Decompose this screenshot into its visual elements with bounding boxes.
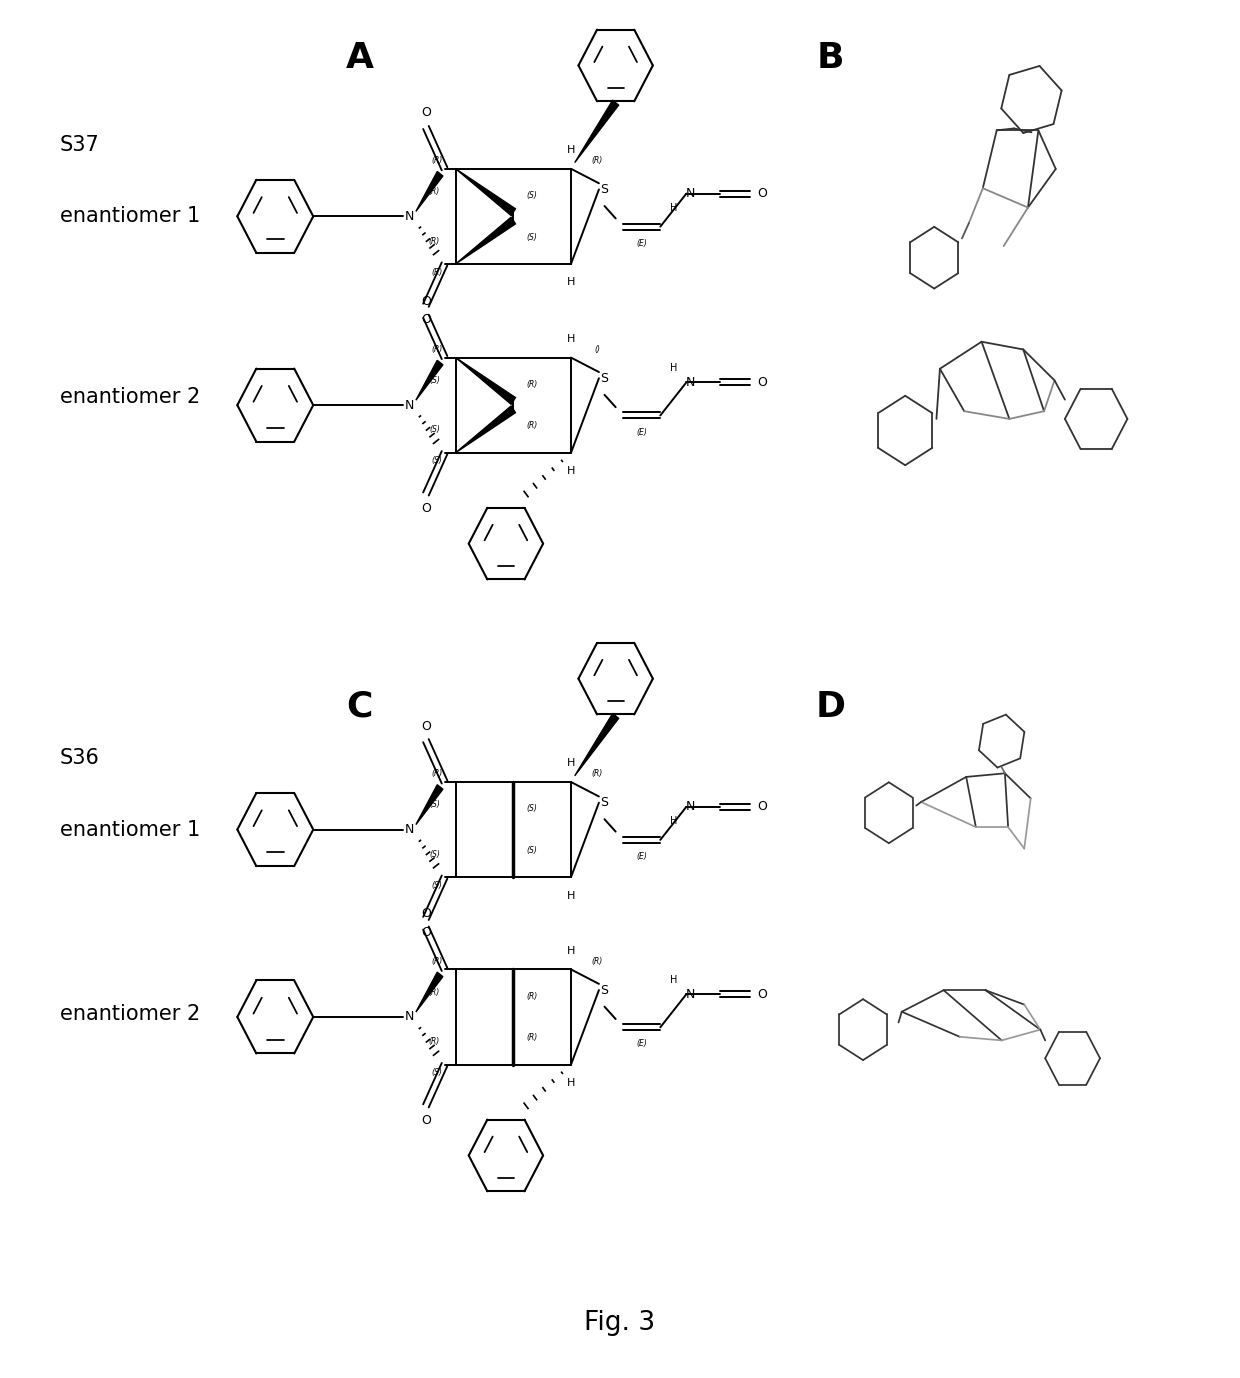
- Text: enantiomer 2: enantiomer 2: [60, 387, 200, 407]
- Text: H: H: [567, 1078, 575, 1089]
- Text: O: O: [422, 1113, 430, 1127]
- Text: (R): (R): [429, 237, 440, 245]
- Text: O: O: [422, 907, 430, 921]
- Text: H: H: [567, 758, 575, 769]
- Text: N: N: [404, 209, 414, 223]
- Polygon shape: [575, 101, 619, 163]
- Text: A: A: [346, 41, 373, 74]
- Text: O: O: [422, 926, 430, 940]
- Text: (R): (R): [432, 956, 443, 966]
- Text: (S): (S): [527, 805, 537, 813]
- Text: (S): (S): [432, 881, 443, 890]
- Text: (E): (E): [636, 852, 647, 861]
- Polygon shape: [456, 218, 516, 265]
- Text: (): (): [594, 344, 600, 354]
- Polygon shape: [456, 407, 516, 452]
- Text: enantiomer 1: enantiomer 1: [60, 820, 200, 839]
- Text: O: O: [422, 502, 430, 515]
- Text: (R): (R): [432, 156, 443, 165]
- Text: (R): (R): [429, 187, 440, 196]
- Text: H: H: [567, 333, 575, 344]
- Polygon shape: [415, 971, 443, 1011]
- Text: O: O: [422, 106, 430, 120]
- Text: H: H: [567, 145, 575, 156]
- Text: S: S: [600, 796, 609, 809]
- Text: (E): (E): [636, 427, 647, 437]
- Text: S37: S37: [60, 135, 99, 154]
- Text: (S): (S): [432, 1068, 443, 1078]
- Text: (R): (R): [526, 422, 538, 430]
- Text: N: N: [686, 187, 694, 200]
- Polygon shape: [415, 784, 443, 824]
- Text: H: H: [670, 974, 677, 985]
- Text: D: D: [816, 690, 846, 723]
- Text: (R): (R): [432, 344, 443, 354]
- Polygon shape: [415, 360, 443, 400]
- Text: (R): (R): [591, 956, 603, 966]
- Text: (S): (S): [429, 850, 440, 858]
- Text: H: H: [670, 816, 677, 827]
- Text: O: O: [758, 187, 768, 200]
- Text: H: H: [670, 362, 677, 373]
- Text: H: H: [670, 203, 677, 214]
- Text: S: S: [600, 372, 609, 384]
- Text: (R): (R): [526, 992, 538, 1000]
- Text: O: O: [422, 295, 430, 309]
- Text: H: H: [567, 466, 575, 477]
- Text: S36: S36: [60, 748, 99, 768]
- Text: N: N: [686, 376, 694, 389]
- Text: enantiomer 2: enantiomer 2: [60, 1005, 200, 1024]
- Text: H: H: [567, 945, 575, 956]
- Polygon shape: [575, 714, 619, 776]
- Text: N: N: [686, 801, 694, 813]
- Text: (R): (R): [432, 267, 443, 277]
- Text: (S): (S): [429, 376, 440, 384]
- Text: (R): (R): [429, 1038, 440, 1046]
- Text: (R): (R): [526, 380, 538, 389]
- Text: N: N: [404, 1010, 414, 1024]
- Text: (S): (S): [527, 233, 537, 241]
- Text: (R): (R): [591, 156, 603, 165]
- Text: C: C: [346, 690, 373, 723]
- Text: (R): (R): [591, 769, 603, 779]
- Text: enantiomer 1: enantiomer 1: [60, 207, 200, 226]
- Text: N: N: [404, 398, 414, 412]
- Text: O: O: [758, 801, 768, 813]
- Text: (R): (R): [432, 769, 443, 779]
- Text: (S): (S): [527, 846, 537, 854]
- Text: Fig. 3: Fig. 3: [584, 1310, 656, 1335]
- Text: (S): (S): [429, 801, 440, 809]
- Polygon shape: [456, 169, 516, 215]
- Text: (S): (S): [527, 192, 537, 200]
- Text: N: N: [686, 988, 694, 1000]
- Text: N: N: [404, 823, 414, 836]
- Text: S: S: [600, 984, 609, 996]
- Text: O: O: [758, 988, 768, 1000]
- Text: (R): (R): [526, 1034, 538, 1042]
- Text: (E): (E): [636, 1039, 647, 1049]
- Text: (S): (S): [432, 456, 443, 466]
- Polygon shape: [415, 171, 443, 211]
- Text: B: B: [817, 41, 844, 74]
- Text: O: O: [422, 719, 430, 733]
- Text: (E): (E): [636, 238, 647, 248]
- Text: H: H: [567, 890, 575, 901]
- Text: O: O: [422, 313, 430, 327]
- Text: S: S: [600, 183, 609, 196]
- Polygon shape: [456, 358, 516, 404]
- Text: (S): (S): [429, 426, 440, 434]
- Text: (R): (R): [429, 988, 440, 996]
- Text: H: H: [567, 277, 575, 288]
- Text: O: O: [758, 376, 768, 389]
